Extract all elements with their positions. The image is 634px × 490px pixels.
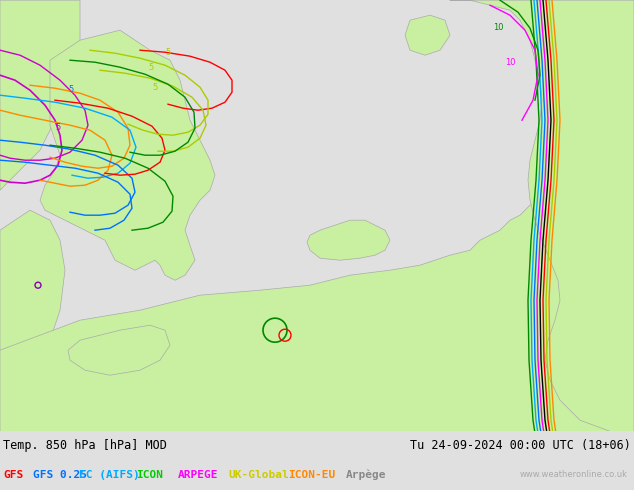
Text: www.weatheronline.co.uk: www.weatheronline.co.uk: [520, 470, 628, 479]
Text: 10: 10: [493, 23, 503, 32]
Text: 5: 5: [148, 63, 153, 72]
Text: Tu 24-09-2024 00:00 UTC (18+06): Tu 24-09-2024 00:00 UTC (18+06): [410, 439, 631, 452]
Text: 5: 5: [55, 123, 60, 132]
Text: 5: 5: [152, 83, 157, 92]
Text: 5: 5: [165, 48, 171, 57]
Text: ICON-EU: ICON-EU: [288, 470, 336, 480]
Text: GFS: GFS: [3, 470, 23, 480]
Text: GFS 0.25: GFS 0.25: [33, 470, 87, 480]
Text: EC (AIFS): EC (AIFS): [79, 470, 140, 480]
Text: Temp. 850 hPa [hPa] MOD: Temp. 850 hPa [hPa] MOD: [3, 439, 167, 452]
Text: 5: 5: [68, 85, 74, 94]
Text: Arpège: Arpège: [346, 469, 386, 480]
Text: 10: 10: [505, 58, 515, 67]
Text: ICON: ICON: [136, 470, 164, 480]
Text: UK-Global: UK-Global: [228, 470, 289, 480]
Text: ARPEGE: ARPEGE: [178, 470, 218, 480]
